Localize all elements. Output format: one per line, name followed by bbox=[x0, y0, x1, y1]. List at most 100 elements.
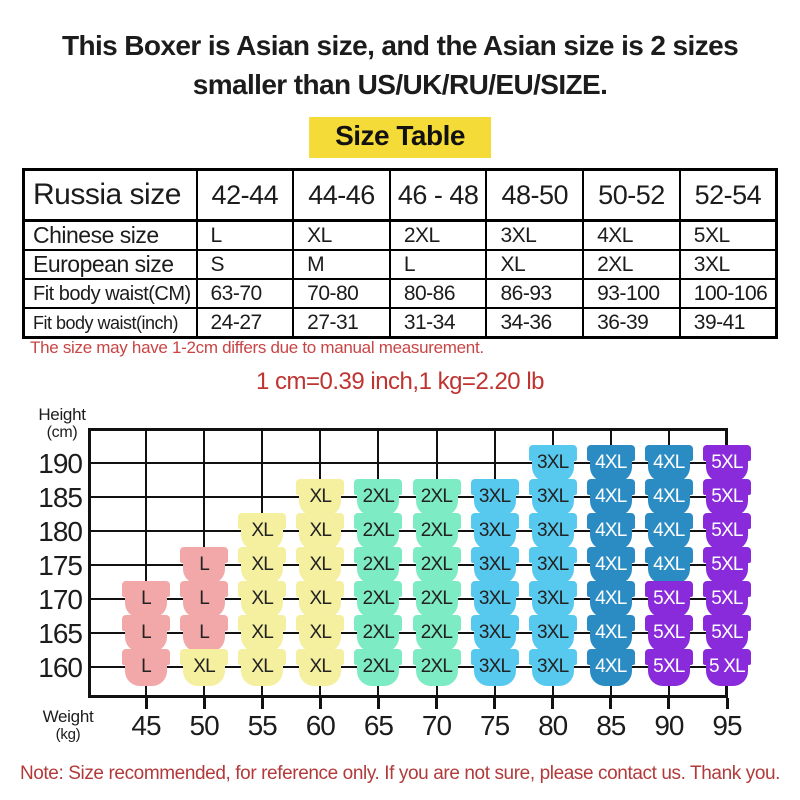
size-tag-shape-top bbox=[180, 546, 229, 563]
size-tag-shape-bottom bbox=[415, 559, 458, 584]
size-table-cell: 70-80 bbox=[292, 278, 391, 309]
size-tag: XL bbox=[238, 546, 287, 584]
size-tag: 4XL bbox=[586, 614, 635, 652]
size-tag: XL bbox=[238, 614, 287, 652]
size-tag: 3XL bbox=[528, 444, 577, 482]
size-tag: 5XL bbox=[703, 580, 751, 618]
size-tag-shape-top bbox=[703, 648, 751, 665]
size-tag-label: XL bbox=[251, 587, 273, 609]
size-tag-shape-bottom bbox=[241, 559, 284, 584]
x-axis-tick-label: 70 bbox=[421, 710, 452, 741]
size-tag-shape-top bbox=[470, 512, 519, 529]
size-tag-label: 2XL bbox=[420, 519, 453, 541]
size-tag-shape-top bbox=[122, 648, 170, 665]
size-tag-label: 3XL bbox=[478, 621, 511, 643]
page-title-line1: This Boxer is Asian size, and the Asian … bbox=[61, 30, 739, 61]
size-tag: XL bbox=[238, 580, 287, 618]
size-tag-label: 3XL bbox=[478, 587, 511, 609]
size-tag-shape-bottom bbox=[706, 593, 748, 618]
size-tag-shape-top bbox=[644, 478, 693, 495]
x-axis-tick bbox=[260, 698, 264, 709]
size-tag: XL bbox=[296, 648, 345, 686]
size-tag-shape-top bbox=[703, 580, 751, 597]
size-table-cell: M bbox=[292, 249, 391, 280]
x-axis-tick bbox=[202, 698, 206, 709]
size-tag: 3XL bbox=[528, 546, 577, 584]
size-tag-label: 3XL bbox=[478, 519, 511, 541]
size-tag: 3XL bbox=[528, 648, 577, 686]
size-tag-label: 5XL bbox=[711, 587, 743, 609]
size-table-row: European size S M L XL 2XL 3XL bbox=[22, 249, 778, 280]
size-tag-shape-bottom bbox=[473, 491, 516, 516]
size-tag-label: XL bbox=[309, 553, 332, 575]
size-tag-shape-bottom bbox=[183, 593, 226, 618]
size-tag-label: 5XL bbox=[711, 621, 743, 643]
size-tag: 3XL bbox=[470, 614, 519, 652]
y-axis-title-units: (cm) bbox=[46, 424, 78, 441]
size-tag: 3XL bbox=[470, 546, 519, 584]
size-tag: 4XL bbox=[644, 444, 693, 482]
size-tag-shape-bottom bbox=[357, 559, 400, 584]
size-tag-shape-bottom bbox=[531, 661, 574, 686]
size-tag: L bbox=[122, 580, 170, 618]
size-tag-shape-top bbox=[412, 580, 461, 597]
size-tag-label: XL bbox=[309, 485, 332, 507]
size-tag: L bbox=[180, 614, 229, 652]
size-tag-shape-bottom bbox=[299, 661, 342, 686]
y-axis-tick-label: 165 bbox=[38, 618, 83, 649]
size-tag-shape-bottom bbox=[473, 525, 516, 550]
size-tag-label: 5XL bbox=[653, 655, 685, 677]
size-tag: 5XL bbox=[644, 614, 693, 652]
size-tag-shape-bottom bbox=[299, 491, 342, 516]
size-tag: 2XL bbox=[354, 614, 403, 652]
size-tag-shape-bottom bbox=[125, 593, 167, 618]
size-tag-shape-bottom bbox=[241, 661, 284, 686]
size-tag: XL bbox=[296, 478, 345, 516]
size-tag-shape-top bbox=[528, 648, 577, 665]
y-axis-tick-label: 175 bbox=[38, 550, 83, 581]
grid-vline bbox=[145, 428, 147, 698]
size-tag-shape-bottom bbox=[589, 559, 632, 584]
size-tag: 2XL bbox=[412, 614, 461, 652]
size-tag-label: 2XL bbox=[362, 519, 395, 541]
size-tag-label: 3XL bbox=[478, 553, 511, 575]
size-tag-label: L bbox=[199, 553, 210, 575]
size-table-row: Fit body waist(CM) 63-70 70-80 80-86 86-93 93… bbox=[22, 278, 778, 309]
size-tag-shape-top bbox=[180, 580, 229, 597]
size-table-cell: 63-70 bbox=[195, 278, 295, 309]
size-table-cell: 27-31 bbox=[292, 307, 391, 339]
size-tag-shape-top bbox=[528, 614, 577, 631]
size-tag-shape-top bbox=[412, 478, 461, 495]
size-tag-shape-bottom bbox=[531, 525, 574, 550]
size-tag-shape-top bbox=[122, 580, 170, 597]
x-axis-tick-label: 85 bbox=[596, 710, 626, 741]
size-table-cell: 4XL bbox=[582, 219, 681, 251]
size-tag-shape-top bbox=[296, 614, 345, 631]
size-tag-shape-bottom bbox=[531, 457, 574, 482]
size-tag-shape-bottom bbox=[299, 559, 342, 584]
size-tag-shape-top bbox=[703, 546, 751, 563]
size-tag: 4XL bbox=[586, 580, 635, 618]
size-table-row-label: Fit body waist(inch) bbox=[22, 307, 198, 339]
size-tag: 5XL bbox=[703, 512, 751, 550]
size-tag: 4XL bbox=[586, 478, 635, 516]
x-axis-tick-label: 50 bbox=[189, 710, 220, 741]
size-tag: 5XL bbox=[644, 648, 693, 686]
size-tag-shape-top bbox=[703, 614, 751, 631]
size-tag-shape-bottom bbox=[647, 457, 690, 482]
size-tag-label: 2XL bbox=[420, 553, 453, 575]
size-tag-label: 4XL bbox=[595, 587, 627, 609]
size-tag-shape-top bbox=[528, 444, 577, 461]
size-tag: 3XL bbox=[528, 614, 577, 652]
size-table-cell: 2XL bbox=[388, 219, 488, 251]
size-tag-shape-bottom bbox=[357, 525, 400, 550]
size-tag-shape-top bbox=[296, 648, 345, 665]
size-tag: XL bbox=[296, 512, 345, 550]
size-table-row: Fit body waist(inch) 24-27 27-31 31-34 34-36… bbox=[22, 307, 778, 339]
size-tag-label: L bbox=[141, 587, 152, 609]
size-tag-shape-top bbox=[528, 546, 577, 563]
size-table-cell: S bbox=[195, 249, 295, 280]
size-tag-label: 5XL bbox=[711, 553, 743, 575]
size-tag: 4XL bbox=[644, 478, 693, 516]
